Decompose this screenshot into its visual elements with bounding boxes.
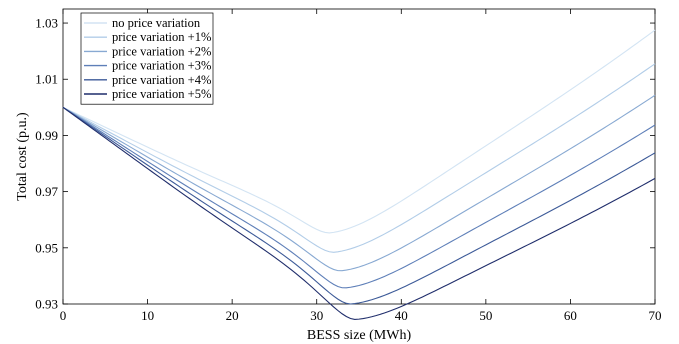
x-tick-label: 30 bbox=[310, 308, 323, 323]
y-tick-label: 1.03 bbox=[35, 16, 58, 31]
x-tick-label: 20 bbox=[226, 308, 239, 323]
y-axis-label: Total cost (p.u.) bbox=[15, 112, 30, 201]
y-tick-label: 0.99 bbox=[35, 128, 58, 143]
x-tick-label: 60 bbox=[564, 308, 577, 323]
plot-frame bbox=[62, 8, 656, 305]
legend-entry: price variation +5% bbox=[112, 87, 211, 101]
y-tick-label: 0.95 bbox=[35, 240, 58, 255]
series-line-3 bbox=[62, 94, 656, 272]
series-line-6 bbox=[62, 106, 656, 320]
series-line-5 bbox=[62, 106, 656, 305]
y-tick-label: 0.97 bbox=[35, 184, 58, 199]
x-tick-label: 70 bbox=[649, 308, 662, 323]
y-tick-label: 1.01 bbox=[35, 72, 58, 87]
series-line-2 bbox=[62, 63, 656, 253]
x-tick-label: 40 bbox=[395, 308, 408, 323]
x-tick-label: 10 bbox=[141, 308, 154, 323]
series-line-1 bbox=[62, 29, 656, 234]
legend-entry: price variation +1% bbox=[112, 30, 211, 44]
x-tick-label: 0 bbox=[60, 308, 67, 323]
legend-entry: price variation +4% bbox=[112, 73, 211, 87]
legend-entry: price variation +3% bbox=[112, 59, 211, 73]
y-tick-label: 0.93 bbox=[35, 297, 58, 312]
x-axis-label: BESS size (MWh) bbox=[307, 328, 412, 343]
legend-box bbox=[80, 12, 214, 105]
series-line-4 bbox=[62, 106, 656, 289]
legend-entry: price variation +2% bbox=[112, 44, 211, 58]
x-tick-label: 50 bbox=[479, 308, 492, 323]
legend-entry: no price variation bbox=[112, 16, 201, 30]
